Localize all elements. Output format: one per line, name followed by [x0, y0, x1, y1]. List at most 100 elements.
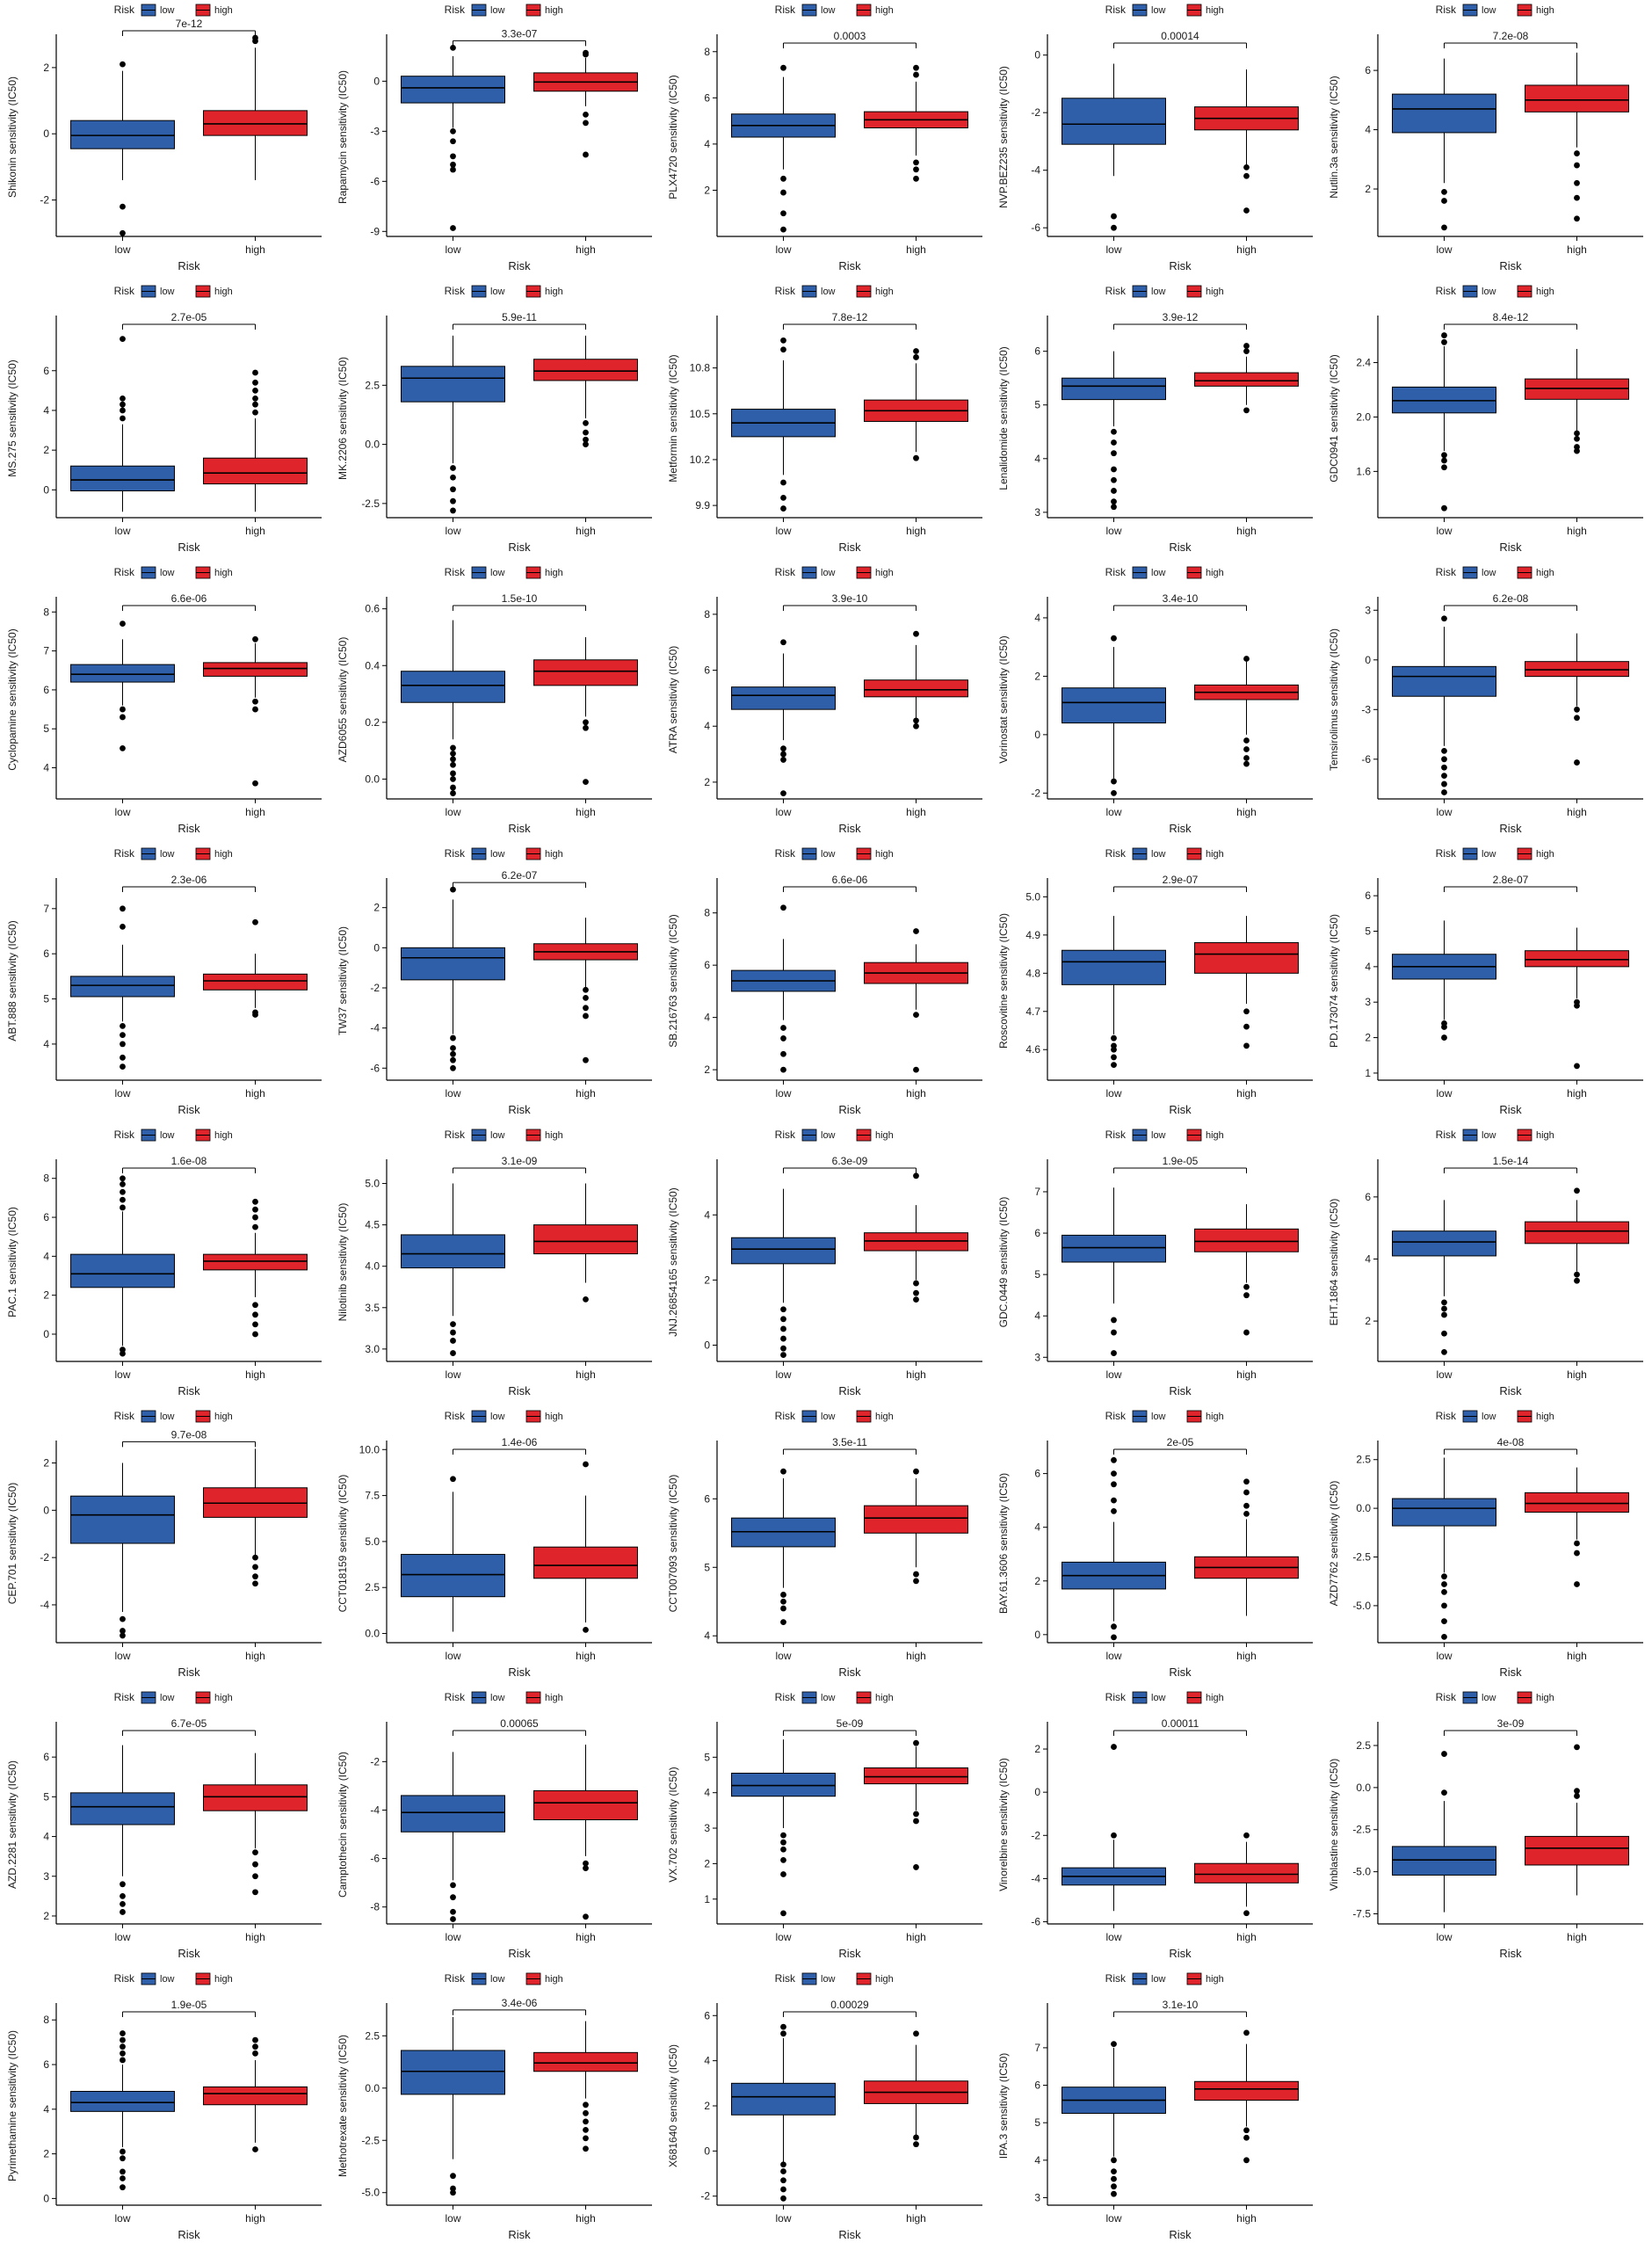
outlier-point	[913, 1280, 919, 1287]
outlier-point	[120, 1901, 126, 1907]
legend-label-low: low	[1482, 1412, 1496, 1422]
outlier-point	[1111, 1470, 1117, 1477]
y-tick-label: 2	[1365, 1315, 1371, 1327]
outlier-point	[252, 1302, 258, 1309]
legend-label-low: low	[490, 287, 505, 297]
x-tick-label: low	[445, 1650, 460, 1662]
outlier-point	[120, 1615, 126, 1622]
iqr-box	[533, 1546, 638, 1579]
boxplot-panel: Risk low high 3 4 5 6 7 IPA.3 sensitivity (IC50)…	[997, 1972, 1313, 2241]
iqr-box	[401, 366, 505, 403]
legend-title: Risk	[1105, 285, 1127, 297]
y-tick-label: 0	[704, 1339, 710, 1351]
y-tick-label: 2	[704, 184, 710, 196]
outlier-point	[252, 1012, 258, 1018]
iqr-box	[203, 110, 308, 136]
y-tick-label: 1	[1365, 1067, 1371, 1079]
legend-label-low: low	[1151, 1412, 1166, 1422]
outlier-point	[1441, 1330, 1447, 1337]
x-axis-label: Risk	[1169, 541, 1192, 554]
y-axis-label: Roscovitine sensitivity (IC50)	[997, 913, 1010, 1049]
legend-label-high: high	[214, 1412, 233, 1422]
outlier-point	[450, 1064, 456, 1071]
legend: Risk low high	[445, 566, 563, 579]
box-high	[533, 335, 638, 447]
outlier-point	[780, 1335, 786, 1342]
box-high	[864, 1468, 968, 1585]
y-tick-label: 2	[704, 2100, 710, 2112]
legend-title: Risk	[775, 285, 796, 297]
iqr-box	[401, 2050, 505, 2095]
significance-bracket: 2.8e-07	[1444, 874, 1577, 892]
x-tick-label: low	[445, 1931, 460, 1943]
outlier-point	[450, 761, 456, 768]
box-high	[1194, 1832, 1299, 1917]
legend-title: Risk	[1436, 1691, 1457, 1703]
significance-bracket: 7.8e-12	[783, 311, 917, 330]
y-tick-label: 0.0	[365, 2082, 380, 2094]
legend-label-high: high	[1206, 849, 1224, 860]
outlier-point	[120, 2175, 126, 2181]
outlier-point	[1111, 1034, 1117, 1042]
outlier-point	[450, 2173, 456, 2180]
y-axis-label: PD.173074 sensitivity (IC50)	[1328, 914, 1340, 1048]
iqr-box	[533, 659, 638, 686]
outlier-point	[252, 1861, 258, 1868]
significance-bracket: 0.00065	[453, 1717, 586, 1736]
iqr-box	[1525, 1221, 1629, 1245]
outlier-point	[913, 928, 919, 934]
boxplot-panel: Risk low high 2 3 4 5 6 AZD.2281 sensitivity (IC…	[6, 1691, 322, 1960]
outlier-point	[1243, 2127, 1250, 2134]
legend: Risk low high	[1105, 4, 1224, 17]
x-axis-label: Risk	[1169, 1103, 1192, 1116]
outlier-point	[780, 1910, 786, 1917]
y-axis-label: ABT.888 sensitivity (IC50)	[6, 920, 18, 1041]
box-low	[401, 1476, 505, 1632]
outlier-point	[1574, 1550, 1580, 1557]
box-high	[533, 2021, 638, 2152]
outlier-point	[780, 64, 786, 71]
y-tick-label: 2	[43, 1910, 49, 1922]
outlier-point	[1441, 1602, 1447, 1609]
box-low	[731, 1188, 836, 1358]
p-value: 3e-09	[1497, 1717, 1525, 1730]
outlier-point	[120, 2043, 126, 2050]
y-tick-label: -2.5	[361, 497, 380, 510]
x-tick-label: low	[1105, 243, 1121, 256]
legend-label-low: low	[160, 568, 175, 578]
outlier-point	[120, 1892, 126, 1899]
outlier-point	[1441, 332, 1447, 338]
outlier-point	[1441, 1311, 1447, 1318]
y-tick-label: 2	[43, 444, 49, 456]
outlier-point	[780, 745, 786, 752]
outlier-point	[1243, 1042, 1250, 1049]
outlier-point	[583, 1461, 589, 1468]
legend-title: Risk	[1105, 4, 1127, 16]
outlier-point	[583, 986, 589, 993]
outlier-point	[120, 1204, 126, 1211]
box-high	[1525, 52, 1629, 222]
y-tick-label: -6	[1361, 753, 1371, 766]
outlier-point	[450, 1476, 456, 1483]
legend: Risk low high	[114, 1410, 233, 1423]
iqr-box	[1061, 377, 1166, 401]
x-tick-label: high	[576, 1931, 596, 1943]
y-tick-label: 6	[704, 664, 710, 677]
legend-label-high: high	[214, 1130, 233, 1141]
p-value: 7.2e-08	[1493, 30, 1529, 42]
legend-label-low: low	[490, 1974, 505, 1985]
box-high	[203, 1448, 308, 1587]
outlier-point	[252, 1554, 258, 1561]
x-tick-label: low	[445, 243, 460, 256]
outlier-point	[1243, 1910, 1250, 1917]
x-tick-label: high	[576, 2212, 596, 2225]
outlier-point	[913, 1172, 919, 1179]
outlier-point	[1441, 764, 1447, 771]
outlier-point	[780, 1598, 786, 1605]
iqr-box	[1194, 2080, 1299, 2101]
legend-label-low: low	[1482, 287, 1496, 297]
outlier-point	[1111, 428, 1117, 435]
legend-label-high: high	[1536, 5, 1554, 16]
outlier-point	[780, 2186, 786, 2193]
y-tick-label: 7	[1034, 1186, 1040, 1198]
